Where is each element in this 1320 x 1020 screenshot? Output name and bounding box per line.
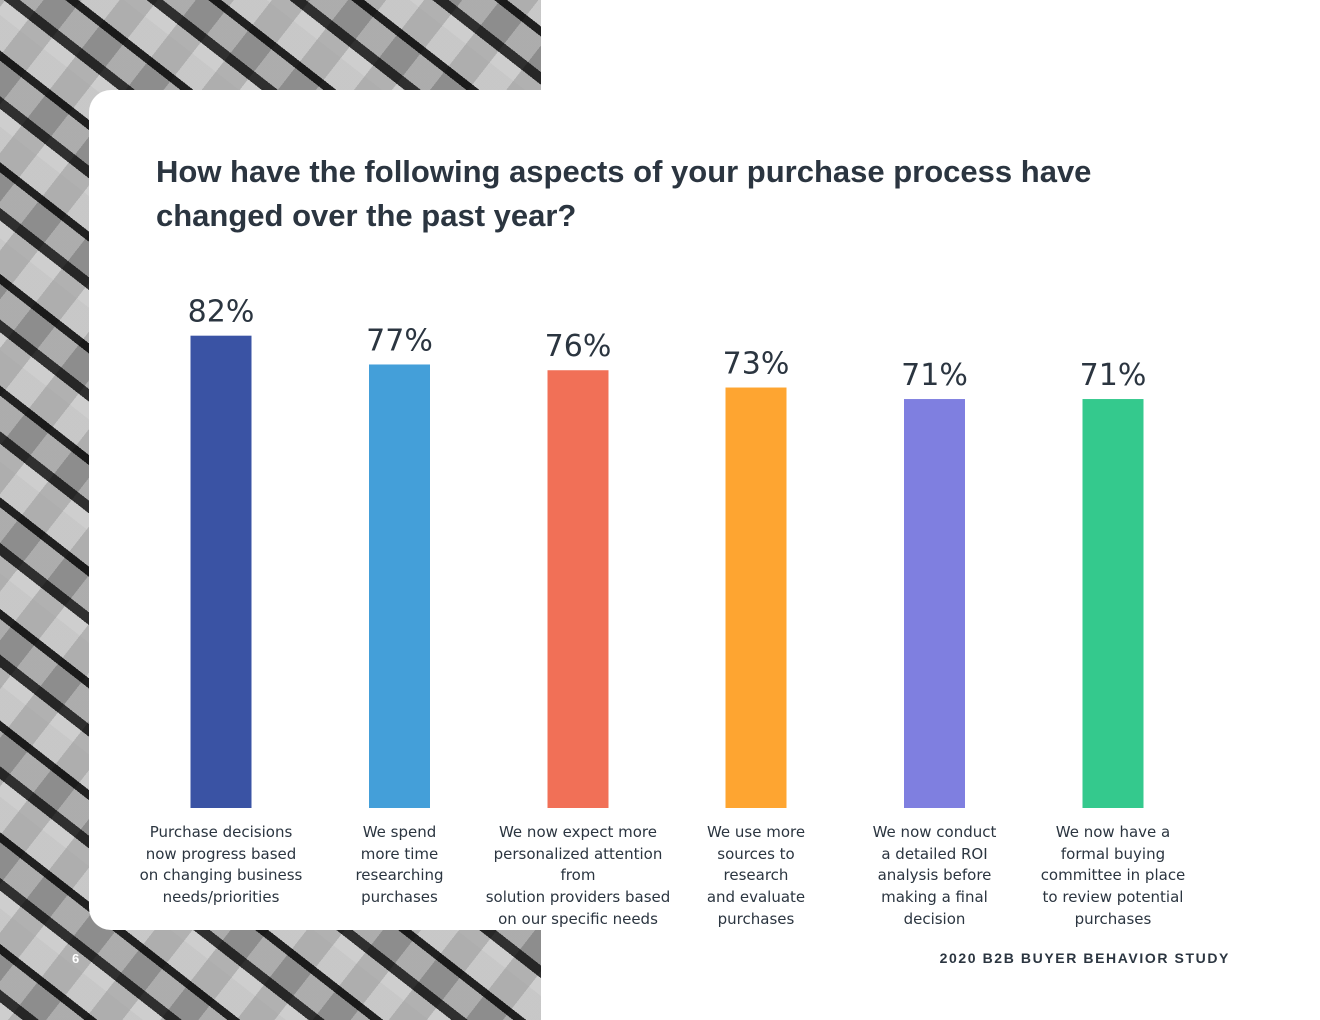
value-label-6: 71% <box>1080 358 1147 393</box>
value-label-1: 82% <box>188 295 255 330</box>
value-label-3: 76% <box>545 329 612 364</box>
bar-6 <box>1082 399 1144 808</box>
value-label-4: 73% <box>723 347 790 382</box>
value-label-5: 71% <box>901 358 968 393</box>
report-title: 2020 B2B BUYER BEHAVIOR STUDY <box>939 950 1230 966</box>
category-label-3: We now expect more personalized attentio… <box>485 823 671 928</box>
bar-2 <box>369 364 430 808</box>
value-label-2: 77% <box>366 323 433 358</box>
bar-4 <box>725 387 787 808</box>
bar-3 <box>547 370 609 808</box>
chart-title: How have the following aspects of your p… <box>156 154 1092 233</box>
category-label-1: Purchase decisions now progress based on… <box>139 823 303 907</box>
bar-1 <box>190 335 252 808</box>
category-label-4: We use more sources to research and eval… <box>706 823 806 928</box>
bar-5 <box>904 399 965 808</box>
category-label-6: We now have a formal buying committee in… <box>1040 823 1186 928</box>
category-label-5: We now conduct a detailed ROI analysis b… <box>872 823 997 928</box>
category-label-2: We spend more time researching purchases <box>355 823 444 907</box>
page-number: 6 <box>72 951 80 966</box>
